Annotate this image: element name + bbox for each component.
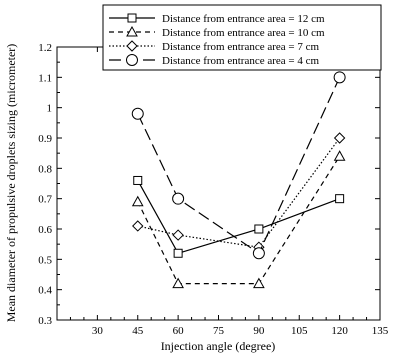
- y-tick-label: 0.3: [38, 315, 52, 327]
- triangle-marker: [126, 25, 138, 37]
- legend-entry: Distance from entrance area = 7 cm: [109, 40, 320, 53]
- legend-entry: Distance from entrance area = 4 cm: [109, 54, 320, 67]
- square-marker: [133, 175, 143, 185]
- x-tick-label: 135: [372, 325, 389, 337]
- legend-box: [102, 4, 382, 71]
- y-tick-label: 1: [47, 103, 53, 115]
- circle-marker: [252, 247, 265, 260]
- series-3: [132, 132, 346, 253]
- plot-frame: [56, 46, 381, 321]
- diamond-marker: [172, 229, 184, 241]
- y-tick-label: 0.8: [38, 163, 52, 175]
- x-tick-label: 75: [213, 325, 225, 337]
- legend-label: Distance from entrance area = 12 cm: [162, 13, 325, 25]
- circle-marker: [131, 107, 144, 120]
- legend-label: Distance from entrance area = 10 cm: [162, 27, 325, 39]
- diamond-marker: [132, 220, 144, 232]
- y-tick-label: 0.6: [38, 224, 52, 236]
- series-line: [137, 155, 341, 285]
- x-tick-label: 45: [132, 325, 144, 337]
- series-1: [133, 175, 345, 258]
- y-tick-label: 0.4: [38, 285, 52, 297]
- x-tick-label: 60: [173, 325, 185, 337]
- x-axis-label: Injection angle (degree): [161, 339, 276, 353]
- x-tick-label: 120: [331, 325, 348, 337]
- y-axis-label: Mean diameter of propulsive droplets siz…: [4, 44, 18, 323]
- y-tick-label: 0.7: [38, 194, 52, 206]
- circle-marker: [333, 71, 346, 84]
- square-marker: [254, 224, 264, 234]
- x-tick-label: 30: [92, 325, 104, 337]
- legend-entry: Distance from entrance area = 12 cm: [109, 13, 325, 25]
- series-layer: [131, 71, 346, 289]
- y-tick-label: 1.1: [38, 72, 52, 84]
- diamond-marker: [126, 40, 138, 52]
- y-tick-label: 1.2: [38, 42, 52, 54]
- legend-label: Distance from entrance area = 7 cm: [162, 41, 320, 53]
- series-line: [137, 180, 340, 254]
- square-marker: [335, 194, 345, 204]
- series-2: [131, 150, 346, 289]
- y-tick-label: 0.5: [38, 254, 52, 266]
- circle-marker: [126, 54, 138, 66]
- series-4: [131, 71, 346, 260]
- square-marker: [173, 248, 183, 258]
- triangle-marker: [172, 277, 184, 289]
- triangle-marker: [253, 277, 265, 289]
- triangle-marker: [131, 195, 144, 207]
- legend: Distance from entrance area = 12 cm Dista…: [102, 4, 382, 71]
- y-tick-label: 0.9: [38, 133, 52, 145]
- series-line: [137, 137, 341, 248]
- axis-ticks: 30 45 60 75 90 105 120 135 0.3 0.4 0.5 0.6 0.7 0.8 0.9…: [38, 42, 389, 337]
- x-tick-label: 105: [291, 325, 308, 337]
- legend-label: Distance from entrance area = 4 cm: [162, 55, 320, 67]
- series-line: [137, 77, 341, 255]
- circle-marker: [172, 192, 185, 205]
- legend-entry: Distance from entrance area = 10 cm: [109, 25, 325, 39]
- x-tick-label: 90: [253, 325, 265, 337]
- square-marker: [127, 13, 137, 23]
- diamond-marker: [333, 132, 346, 144]
- triangle-marker: [333, 150, 346, 161]
